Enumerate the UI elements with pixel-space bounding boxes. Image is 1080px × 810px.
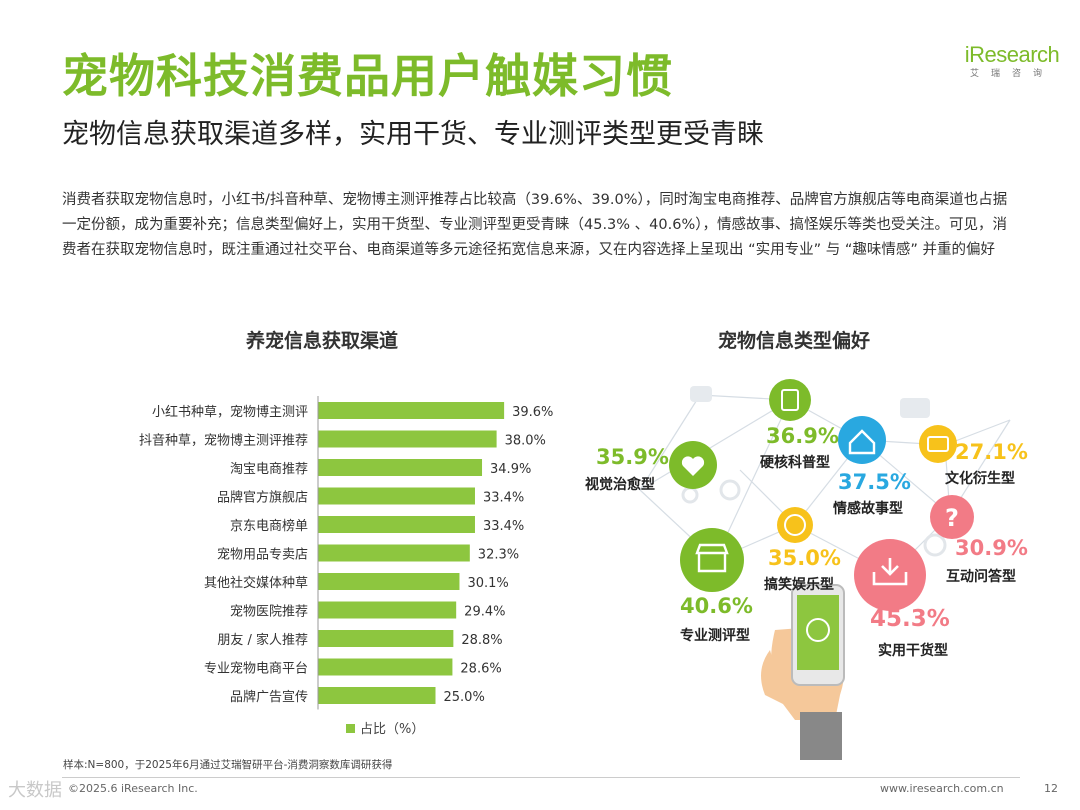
chat-bubble-decorations <box>690 386 930 418</box>
globe-icon <box>806 618 830 642</box>
bar-category-label: 淘宝电商推荐 <box>230 462 308 477</box>
bar-value-label: 39.6% <box>512 405 553 420</box>
bar-value-label: 32.3% <box>478 548 519 563</box>
pct-hardcore-science: 36.9% <box>766 424 839 448</box>
bubble-cultural-derivative <box>919 425 957 463</box>
bar-value-label: 28.8% <box>461 633 502 648</box>
bar <box>318 459 483 476</box>
label-cultural-derivative: 文化衍生型 <box>945 471 1015 487</box>
home-icon <box>848 429 876 455</box>
label-interactive-qa: 互动问答型 <box>946 569 1016 585</box>
bubble-visual-healing <box>669 441 717 489</box>
bar-value-label: 34.9% <box>490 462 531 477</box>
bubble-chart-title: 宠物信息类型偏好 <box>718 330 871 352</box>
bar <box>318 601 457 619</box>
pct-visual-healing: 35.9% <box>596 445 669 469</box>
watermark-text: 大数据 <box>8 780 62 801</box>
copyright: ©2025.6 iResearch Inc. <box>68 782 198 795</box>
legend-label: 占比（%） <box>360 722 425 737</box>
bar <box>318 687 436 704</box>
sample-note: 样本:N=800，于2025年6月通过艾瑞智研平台-消费洞察数库调研获得 <box>63 759 393 771</box>
bar-category-label: 宠物医院推荐 <box>230 604 308 620</box>
footer-divider <box>62 777 1020 778</box>
pct-funny-entertainment: 35.0% <box>768 546 841 570</box>
bubble-funny-entertainment <box>777 507 813 543</box>
bar-value-label: 25.0% <box>444 690 485 705</box>
label-visual-healing: 视觉治愈型 <box>585 477 655 493</box>
bar <box>318 658 453 676</box>
bar-value-label: 33.4% <box>483 519 524 534</box>
bar-value-label: 29.4% <box>464 605 505 620</box>
bar-category-label: 专业宠物电商平台 <box>204 661 308 677</box>
heart-icon <box>681 456 705 476</box>
pct-interactive-qa: 30.9% <box>955 536 1028 560</box>
legend-swatch <box>346 724 355 733</box>
bubble-interactive-qa <box>930 495 974 539</box>
label-professional-review: 专业测评型 <box>680 628 750 644</box>
bar-category-label: 品牌广告宣传 <box>230 689 308 705</box>
bar-value-label: 38.0% <box>505 434 546 449</box>
bar-value-label: 30.1% <box>467 576 508 591</box>
bar-legend: 占比（%） <box>346 718 424 737</box>
channel-bar-chart: 小红书种草，宠物博主测评 39.6% 抖音种草，宠物博主测评推荐 38.0% 淘宝电商推… <box>139 396 553 710</box>
page-title: 宠物科技消费品用户触媒习惯 <box>62 49 673 103</box>
bar-category-label: 朋友 / 家人推荐 <box>217 632 308 648</box>
bubble-practical-tips <box>854 539 926 611</box>
bar-value-label: 28.6% <box>460 662 501 677</box>
bar <box>318 402 505 419</box>
logo-subtext: 艾瑞咨询 <box>969 69 1054 79</box>
bar <box>318 573 460 590</box>
bar-category-label: 其他社交媒体种草 <box>204 575 308 591</box>
bar <box>318 516 475 533</box>
bar <box>318 487 475 505</box>
bubble-professional-review <box>680 528 744 592</box>
inbox-icon <box>872 558 908 586</box>
bar <box>318 430 497 448</box>
bar <box>318 544 470 562</box>
pct-cultural-derivative: 27.1% <box>955 440 1028 464</box>
question-icon: ? <box>945 504 959 532</box>
iresearch-logo: iResearch 艾瑞咨询 <box>962 42 1062 79</box>
bar-category-label: 抖音种草，宠物博主测评推荐 <box>139 433 308 449</box>
label-practical-tips: 实用干货型 <box>878 643 948 659</box>
footer-url: www.iresearch.com.cn <box>880 782 1004 795</box>
bubble-emotional-story <box>838 416 886 464</box>
logo-text: iResearch <box>964 42 1060 67</box>
book-icon <box>781 389 799 411</box>
pct-emotional-story: 37.5% <box>838 470 911 494</box>
bar <box>318 630 454 647</box>
bar-category-label: 京东电商榜单 <box>230 518 308 534</box>
label-emotional-story: 情感故事型 <box>833 501 903 517</box>
shop-icon <box>695 543 729 573</box>
bar-category-label: 小红书种草，宠物博主测评 <box>152 404 308 420</box>
card-icon <box>927 436 949 452</box>
bar-chart-title: 养宠信息获取渠道 <box>246 330 399 352</box>
pct-practical-tips: 45.3% <box>870 606 950 632</box>
page-number: 12 <box>1044 782 1058 795</box>
description-text: 消费者获取宠物信息时，小红书/抖音种草、宠物博主测评推荐占比较高（39.6%、3… <box>62 192 1008 258</box>
bar-category-label: 宠物用品专卖店 <box>217 547 308 563</box>
phone-in-hand-illustration <box>761 584 845 760</box>
bar-category-label: 品牌官方旗舰店 <box>217 490 308 506</box>
label-funny-entertainment: 搞笑娱乐型 <box>764 577 834 593</box>
pct-professional-review: 40.6% <box>680 594 753 618</box>
label-hardcore-science: 硬核科普型 <box>760 455 830 471</box>
bubble-hardcore-science <box>769 379 811 421</box>
page-subtitle: 宠物信息获取渠道多样，实用干货、专业测评类型更受青睐 <box>62 119 764 150</box>
bar-value-label: 33.4% <box>483 491 524 506</box>
smile-icon <box>784 514 806 536</box>
